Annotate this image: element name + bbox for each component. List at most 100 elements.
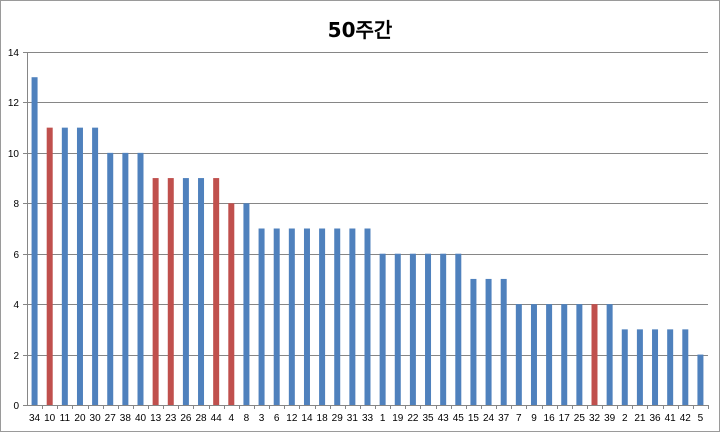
bar-8 — [243, 203, 250, 405]
x-tick-label: 1 — [380, 413, 386, 424]
x-tick-label: 9 — [531, 413, 537, 424]
x-tick-label: 12 — [286, 413, 298, 424]
x-tick-label: 18 — [317, 413, 329, 424]
x-tick-label: 43 — [438, 413, 450, 424]
bar-34 — [31, 77, 38, 406]
x-tick-label: 27 — [105, 413, 117, 424]
bar-19 — [394, 253, 401, 405]
x-tick-label: 24 — [483, 413, 495, 424]
x-tick-label: 32 — [589, 413, 601, 424]
bar-24 — [485, 278, 492, 405]
x-tick-label: 30 — [90, 413, 102, 424]
x-tick-label: 17 — [559, 413, 571, 424]
x-tick-label: 4 — [229, 413, 235, 424]
bar-22 — [409, 253, 416, 405]
bar-2 — [621, 329, 628, 405]
bar-23 — [167, 178, 174, 405]
x-tick-label: 45 — [453, 413, 465, 424]
x-tick-label: 6 — [274, 413, 280, 424]
bars — [31, 77, 704, 406]
bar-3 — [258, 228, 265, 405]
x-tick-label: 36 — [649, 413, 661, 424]
bar-5 — [697, 354, 704, 405]
x-tick-label: 25 — [574, 413, 586, 424]
bar-12 — [288, 228, 295, 405]
bar-16 — [546, 304, 553, 405]
bar-13 — [152, 178, 159, 405]
y-tick-label: 0 — [13, 401, 19, 412]
bar-32 — [591, 304, 598, 405]
x-tick-label: 42 — [680, 413, 692, 424]
bar-45 — [455, 253, 462, 405]
x-tick-label: 13 — [150, 413, 162, 424]
x-tick-label: 2 — [622, 413, 628, 424]
bar-31 — [349, 228, 356, 405]
x-tick-label: 7 — [516, 413, 522, 424]
bar-14 — [303, 228, 310, 405]
bar-30 — [92, 127, 99, 405]
x-tick-label: 22 — [407, 413, 419, 424]
x-tick-label: 21 — [634, 413, 646, 424]
x-tick-label: 35 — [422, 413, 434, 424]
y-tick-label: 2 — [13, 351, 19, 362]
y-tick-label: 4 — [13, 300, 19, 311]
bar-44 — [213, 178, 220, 405]
bar-42 — [682, 329, 689, 405]
bar-9 — [530, 304, 537, 405]
bar-41 — [667, 329, 674, 405]
axes — [23, 52, 709, 409]
bar-25 — [576, 304, 583, 405]
bar-7 — [515, 304, 522, 405]
y-tick-labels: 0 2 4 6 8 10 12 14 — [8, 48, 20, 412]
bar-4 — [228, 203, 235, 405]
y-tick-label: 14 — [8, 48, 20, 59]
bar-33 — [364, 228, 371, 405]
x-tick-label: 15 — [468, 413, 480, 424]
x-tick-label: 39 — [604, 413, 616, 424]
bar-18 — [319, 228, 326, 405]
bar-43 — [440, 253, 447, 405]
bar-17 — [561, 304, 568, 405]
chart-title: 50주간 — [327, 18, 393, 42]
x-tick-label: 16 — [544, 413, 556, 424]
bar-21 — [636, 329, 643, 405]
x-tick-label: 20 — [74, 413, 86, 424]
bar-38 — [122, 152, 129, 405]
bar-20 — [76, 127, 83, 405]
x-tick-label: 10 — [44, 413, 56, 424]
bar-28 — [198, 178, 205, 405]
x-tick-label: 8 — [244, 413, 250, 424]
y-tick-label: 12 — [8, 98, 20, 109]
bar-27 — [107, 152, 114, 405]
x-tick-label: 5 — [698, 413, 704, 424]
bar-29 — [334, 228, 341, 405]
x-tick-label: 41 — [665, 413, 677, 424]
bar-6 — [273, 228, 280, 405]
bar-1 — [379, 253, 386, 405]
y-tick-label: 6 — [13, 250, 19, 261]
x-tick-label: 23 — [165, 413, 177, 424]
y-tick-label: 10 — [8, 149, 20, 160]
bar-15 — [470, 278, 477, 405]
bar-36 — [652, 329, 659, 405]
x-tick-label: 14 — [301, 413, 313, 424]
bar-40 — [137, 152, 144, 405]
x-tick-label: 31 — [347, 413, 359, 424]
bar-39 — [606, 304, 613, 405]
x-tick-label: 34 — [29, 413, 41, 424]
x-tick-label: 29 — [332, 413, 344, 424]
y-tick-label: 8 — [13, 199, 19, 210]
bar-37 — [500, 278, 507, 405]
x-tick-label: 40 — [135, 413, 147, 424]
x-tick-label: 11 — [60, 413, 71, 424]
bar-11 — [61, 127, 68, 405]
x-tick-label: 37 — [498, 413, 510, 424]
x-tick-label: 44 — [211, 413, 223, 424]
x-tick-label: 26 — [180, 413, 192, 424]
x-tick-label: 28 — [195, 413, 207, 424]
x-tick-label: 3 — [259, 413, 265, 424]
bar-26 — [182, 178, 189, 405]
bar-10 — [46, 127, 53, 405]
